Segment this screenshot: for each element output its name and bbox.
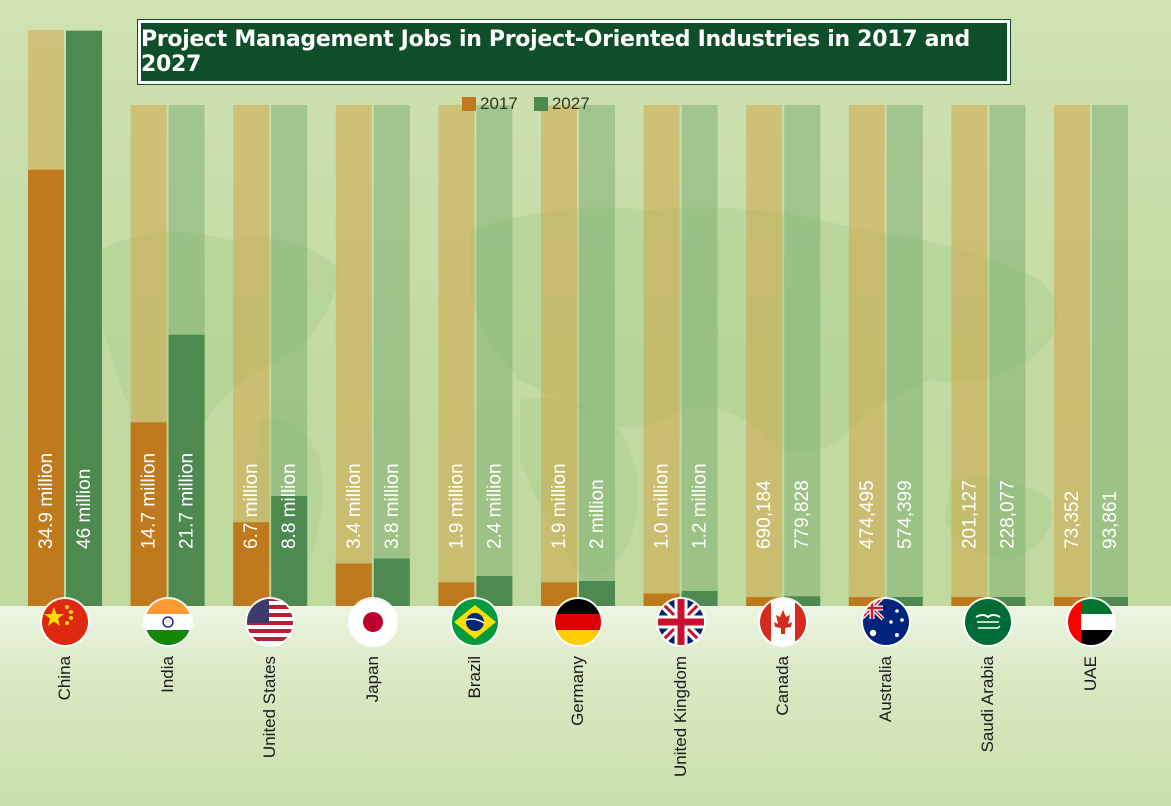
legend-swatch-2017 — [462, 97, 476, 111]
bar-2017-india — [130, 422, 167, 606]
bar-2027-china — [66, 31, 102, 606]
bar-2017-uae — [1054, 597, 1090, 606]
legend-label-2027: 2027 — [551, 94, 590, 113]
bar-2027-canada — [784, 596, 821, 606]
value-label-2027-india: 21.7 million — [177, 453, 198, 549]
legend-label-2017: 2017 — [480, 94, 518, 113]
uae-flag-icon — [1066, 597, 1116, 647]
country-label-canada: Canada — [773, 656, 793, 716]
value-label-2027-australia: 574,399 — [895, 480, 916, 549]
value-label-2027-saudi-arabia: 228,077 — [997, 480, 1018, 549]
bar-track-2017-germany — [541, 105, 577, 606]
legend: 2017 2027 — [462, 94, 590, 114]
usa-flag-icon — [245, 597, 296, 647]
country-label-united-kingdom: United Kingdom — [670, 656, 690, 777]
value-label-2027-united-states: 8.8 million — [279, 463, 300, 549]
value-label-2017-china: 34.9 million — [36, 453, 57, 549]
legend-swatch-2027 — [533, 97, 548, 111]
bar-track-2027-australia — [886, 105, 923, 606]
bar-track-2017-uae — [1054, 105, 1090, 606]
chart-title-box: Project Management Jobs in Project-Orien… — [138, 20, 1010, 84]
bar-track-2027-japan — [373, 105, 410, 606]
country-label-united-states: United States — [260, 656, 280, 759]
japan-flag-icon — [347, 597, 398, 647]
india-flag-icon — [142, 597, 193, 647]
legend-item-2017: 2017 — [462, 94, 518, 114]
country-label-japan: Japan — [362, 656, 382, 703]
value-label-2017-brazil: 1.9 million — [446, 463, 467, 549]
value-label-2017-uae: 73,352 — [1062, 491, 1083, 549]
bar-2027-united-states — [271, 496, 308, 606]
country-label-china: China — [55, 656, 74, 701]
bar-track-2017-brazil — [438, 105, 475, 606]
value-label-2017-canada: 690,184 — [754, 480, 775, 549]
bar-track-2017-japan — [335, 105, 372, 606]
value-label-2017-australia: 474,495 — [857, 480, 878, 549]
country-label-saudi-arabia: Saudi Arabia — [978, 656, 998, 753]
brazil-flag-icon — [450, 597, 501, 647]
bar-2027-australia — [886, 597, 923, 606]
country-label-brazil: Brazil — [465, 656, 485, 699]
bar-track-2017-saudi-arabia — [951, 105, 988, 606]
bar-track-2027-united-kingdom — [681, 105, 718, 606]
value-label-2017-japan: 3.4 million — [344, 463, 365, 549]
germany-flag-icon — [553, 597, 603, 647]
bars-layer — [28, 30, 1128, 606]
chart-title: Project Management Jobs in Project-Orien… — [141, 27, 970, 77]
bar-track-2017-australia — [848, 105, 885, 606]
bar-track-2027-brazil — [476, 105, 513, 606]
bar-2027-uae — [1092, 597, 1128, 606]
country-label-australia: Australia — [875, 656, 895, 723]
value-label-2017-united-kingdom: 1.0 million — [652, 463, 673, 549]
saudi-arabia-flag-icon — [963, 597, 1014, 647]
value-label-2027-canada: 779,828 — [792, 480, 813, 549]
country-label-india: India — [157, 656, 177, 693]
bar-track-2017-canada — [746, 105, 783, 606]
value-label-2017-united-states: 6.7 million — [241, 463, 262, 549]
bar-track-2027-canada — [784, 105, 821, 606]
bar-2017-canada — [746, 597, 783, 606]
value-label-2017-saudi-arabia: 201,127 — [959, 480, 980, 549]
australia-flag-icon — [860, 597, 911, 647]
value-label-2027-china: 46 million — [74, 469, 95, 549]
country-label-germany: Germany — [568, 656, 587, 726]
bar-2027-saudi-arabia — [989, 597, 1026, 606]
bar-2017-saudi-arabia — [951, 597, 988, 606]
value-label-2027-japan: 3.8 million — [382, 463, 403, 549]
value-label-2027-united-kingdom: 1.2 million — [690, 463, 711, 549]
value-label-2017-india: 14.7 million — [139, 453, 160, 549]
bar-2017-australia — [848, 597, 885, 606]
bar-2027-india — [168, 334, 205, 606]
bar-track-2027-saudi-arabia — [989, 105, 1026, 606]
value-label-2017-germany: 1.9 million — [549, 463, 570, 549]
value-labels-layer: 34.9 million 46 million 14.7 million 21.7 m… — [36, 453, 1121, 549]
value-label-2027-germany: 2 million — [587, 479, 608, 549]
country-label-uae: UAE — [1081, 656, 1100, 691]
china-flag-icon — [40, 597, 90, 647]
bar-2017-china — [28, 169, 64, 606]
bar-track-2027-germany — [579, 105, 615, 606]
bar-track-2027-uae — [1092, 105, 1128, 606]
value-label-2027-brazil: 2.4 million — [484, 463, 505, 549]
value-label-2027-uae: 93,861 — [1100, 491, 1121, 549]
legend-item-2027: 2027 — [533, 94, 590, 114]
bar-track-2017-united-kingdom — [643, 105, 680, 606]
bar-2017-united-states — [233, 522, 270, 606]
canada-flag-icon — [758, 597, 809, 647]
uk-flag-icon — [655, 597, 706, 647]
